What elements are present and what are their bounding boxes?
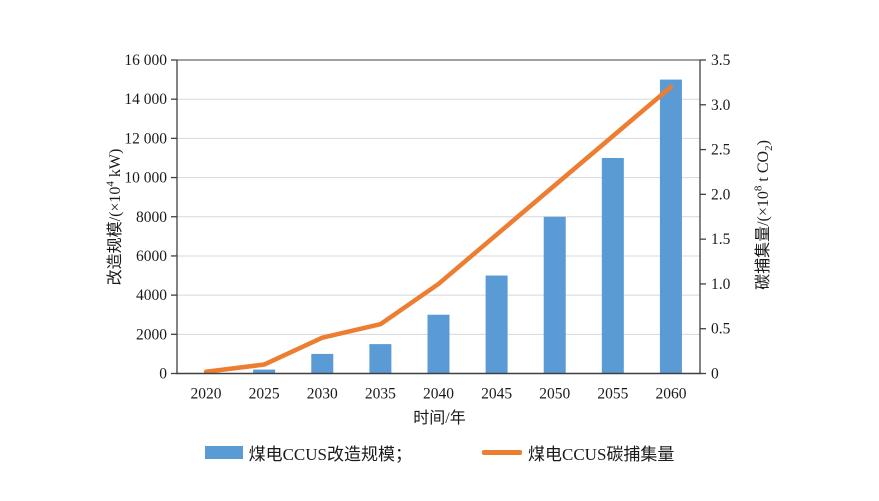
legend-item-carbon-capture: 煤电CCUS碳捕集量 [482, 440, 674, 465]
right-axis-tick-label: 0.5 [711, 321, 731, 338]
right-axis-exponent: 8 [752, 185, 765, 192]
bar-2040 [427, 314, 450, 374]
x-axis-tick-label: 2025 [249, 386, 280, 403]
right-axis-unit-close: ) [754, 140, 772, 146]
bar-2050 [543, 216, 566, 374]
legend-item-retrofit-scale: 煤电CCUS改造规模； [204, 440, 412, 465]
right-axis-tick-label: 3.5 [711, 52, 731, 69]
x-axis-tick-label: 2030 [307, 386, 338, 403]
right-axis-unit: t CO [754, 150, 772, 186]
left-axis-tick-label: 2000 [136, 326, 167, 343]
left-axis-exponent: 4 [104, 181, 117, 187]
bar-2055 [601, 157, 624, 374]
left-axis-tick-label: 6000 [136, 248, 167, 265]
right-axis-title: 碳捕集量/(×108 t CO2) [749, 140, 776, 290]
left-axis-unit: kW) [107, 148, 124, 182]
bar-2025 [253, 369, 276, 374]
x-axis-title: 时间/年 [413, 410, 466, 427]
left-axis-tick-label: 12 000 [124, 130, 167, 147]
left-axis-tick-label: 4000 [136, 287, 167, 304]
left-axis-tick-label: 10 000 [124, 170, 167, 187]
bar-series-swatch [204, 446, 243, 459]
right-axis-title-text: 碳捕集量/(×10 [754, 191, 772, 290]
right-axis-tick-label: 3.0 [711, 97, 731, 114]
legend-label-retrofit-scale: 煤电CCUS改造规模； [248, 445, 412, 464]
right-axis-tick-label: 1.0 [711, 276, 731, 293]
x-axis-tick-label: 2060 [655, 386, 686, 403]
bar-2035 [369, 344, 392, 374]
left-axis-tick-label: 8000 [136, 209, 167, 226]
bar-2045 [485, 275, 508, 374]
bar-2060 [659, 79, 682, 374]
x-axis-tick-label: 2045 [481, 386, 512, 403]
left-axis-title: 改造规模/(×104 kW) [101, 149, 125, 286]
x-axis-tick-label: 2050 [539, 386, 570, 403]
left-axis-tick-label: 0 [159, 366, 167, 383]
right-axis-tick-label: 1.5 [711, 231, 731, 248]
x-axis-tick-label: 2040 [423, 386, 454, 403]
legend-label-carbon-capture: 煤电CCUS碳捕集量 [528, 445, 675, 464]
bar-2030 [311, 353, 334, 374]
right-axis-tick-label: 2.0 [711, 186, 731, 203]
x-axis-tick-label: 2035 [365, 386, 396, 403]
left-axis-tick-label: 14 000 [124, 91, 167, 108]
left-axis-tick-label: 16 000 [124, 52, 167, 69]
right-axis-tick-label: 2.5 [711, 142, 731, 159]
line-series-swatch [482, 450, 522, 455]
x-axis-tick-label: 2020 [191, 386, 222, 403]
x-axis-tick-label: 2055 [597, 386, 628, 403]
right-axis-subscript: 2 [763, 145, 776, 151]
right-axis-tick-label: 0 [711, 366, 719, 383]
legend: 煤电CCUS改造规模； 煤电CCUS碳捕集量 [0, 440, 879, 465]
left-axis-title-text: 改造规模/(×10 [107, 186, 124, 286]
capture-line [203, 84, 674, 374]
